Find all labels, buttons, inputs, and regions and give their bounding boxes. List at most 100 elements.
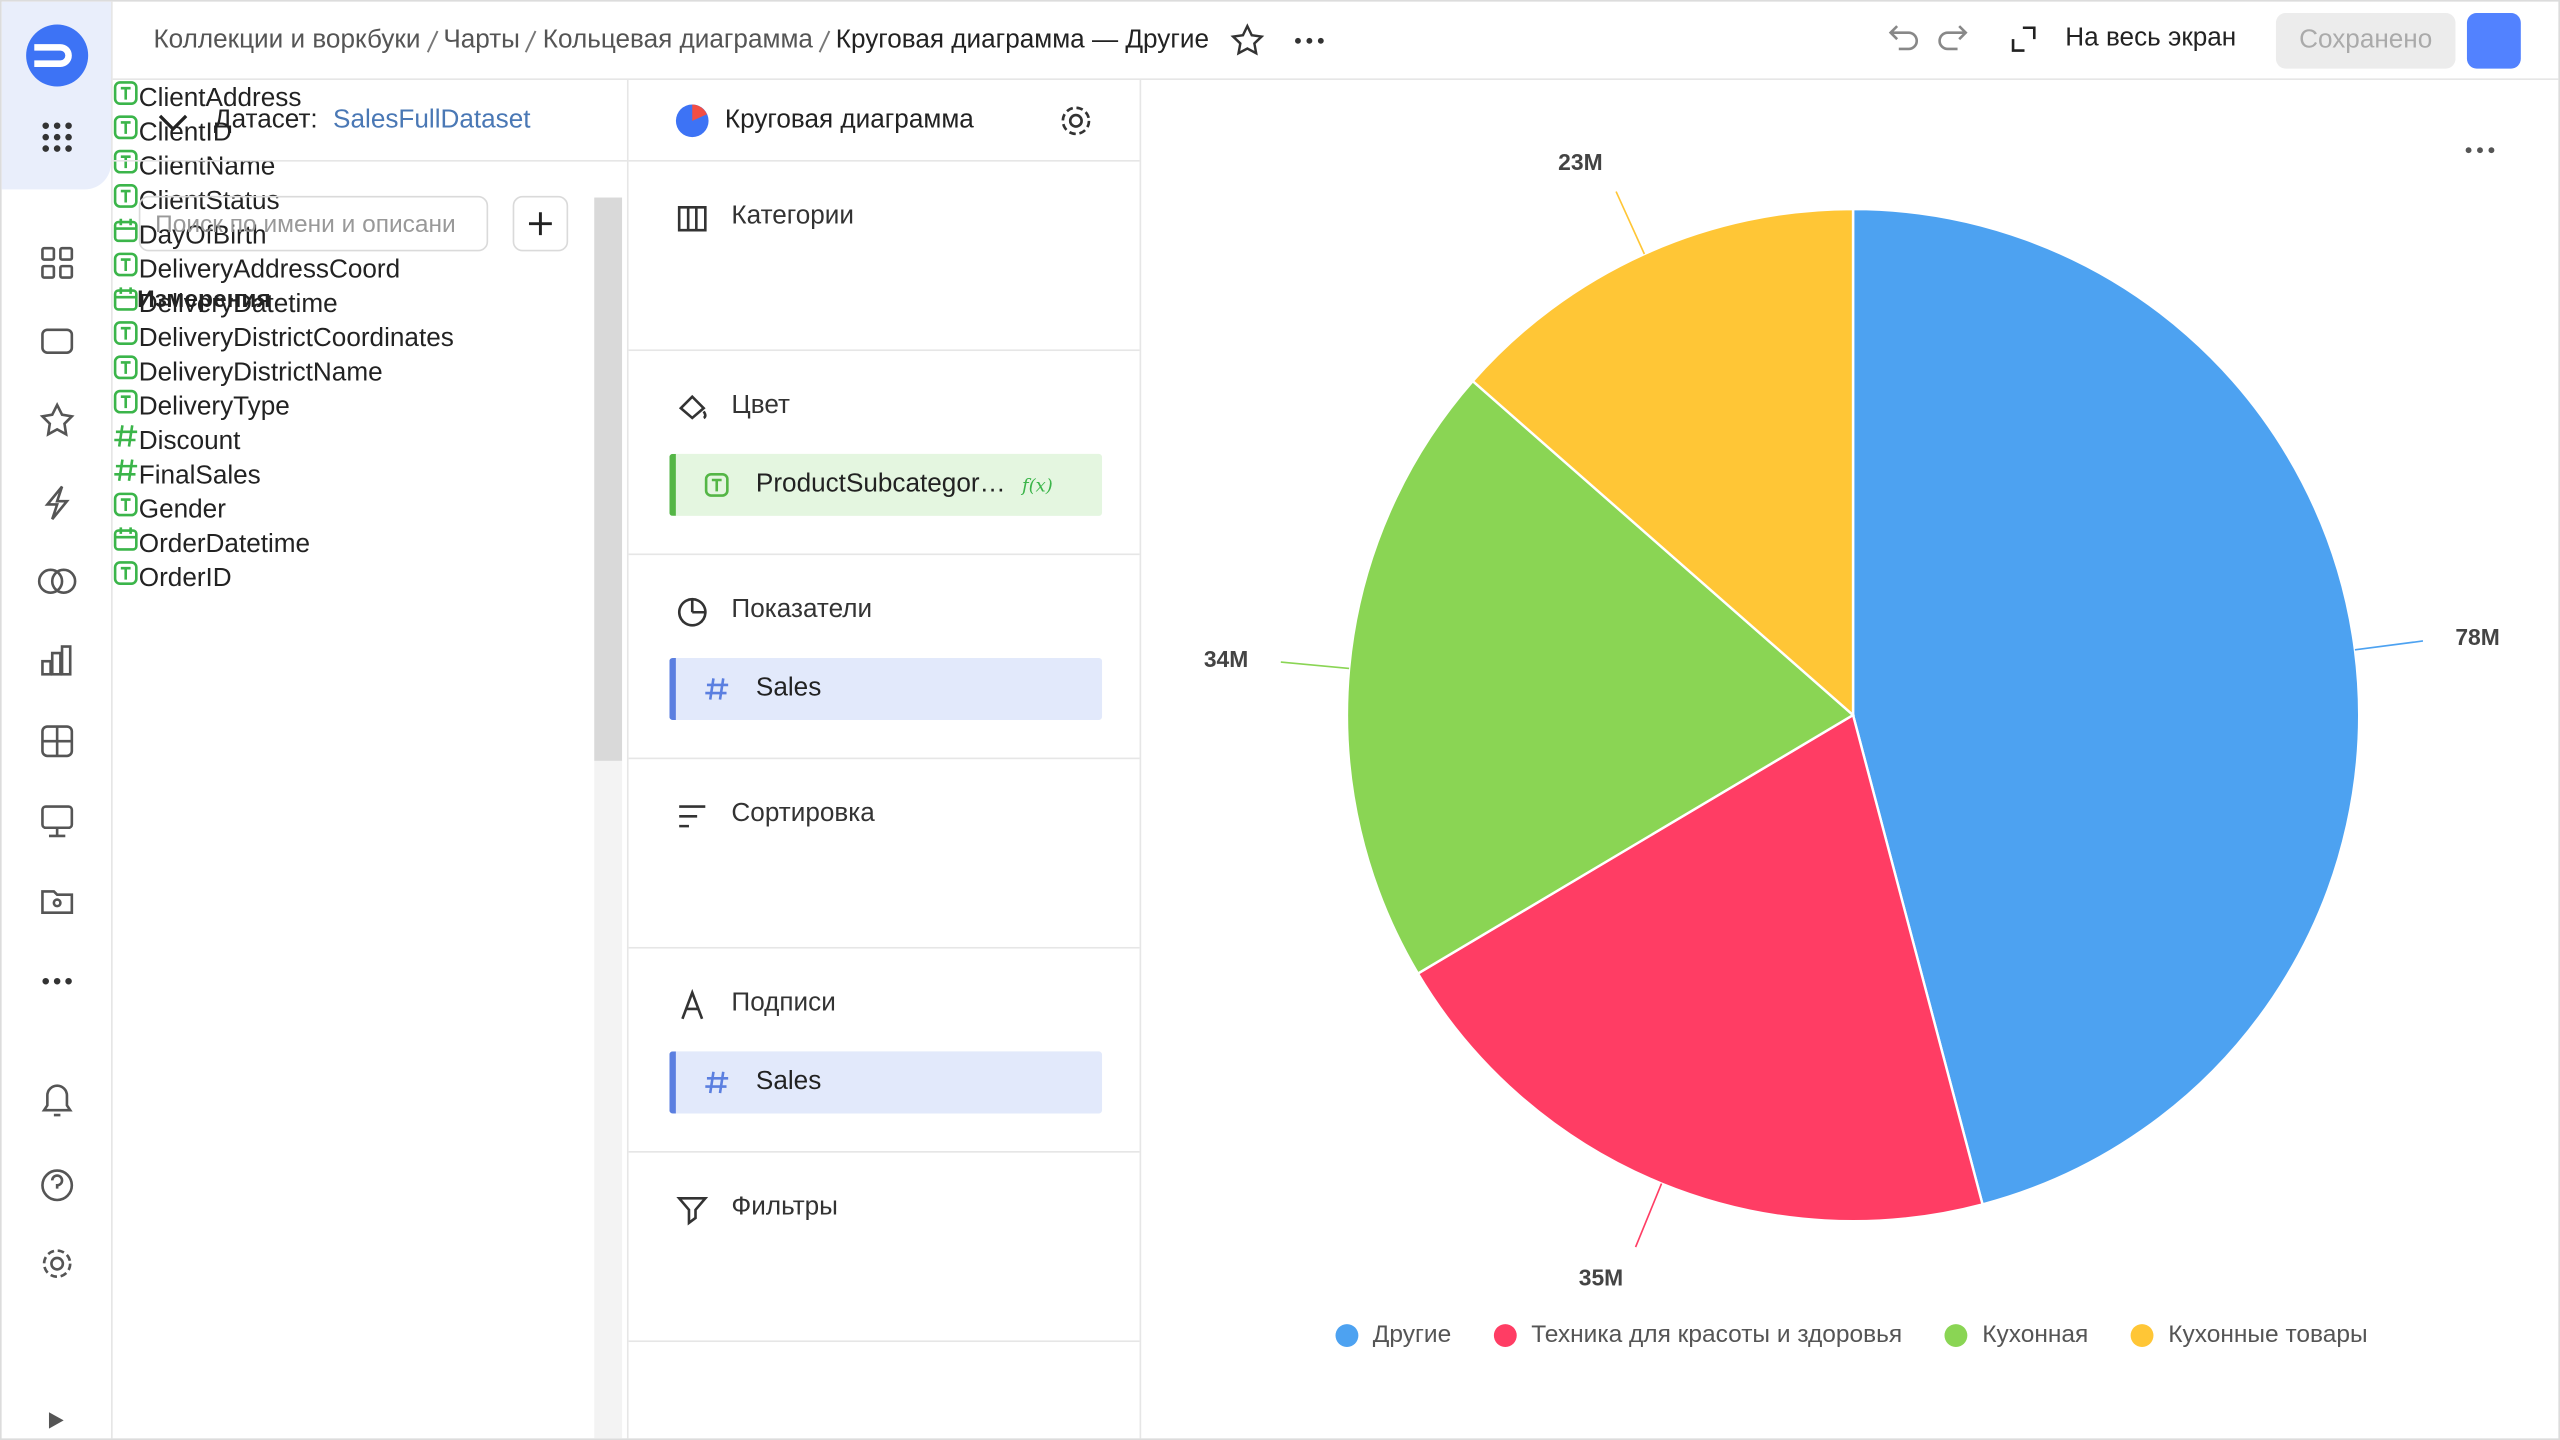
nav-connections[interactable]	[44, 485, 70, 521]
label-connector	[1280, 661, 1350, 670]
legend-item[interactable]: Другие	[1335, 1321, 1451, 1349]
field[interactable]: DeliveryDistrictCoordinates	[113, 320, 627, 354]
icon-t	[120, 86, 131, 100]
field[interactable]: ClientName	[113, 149, 627, 183]
scrollbar[interactable]	[594, 197, 623, 1439]
field[interactable]: Discount	[113, 423, 627, 457]
breadcrumb[interactable]: Чарты	[443, 26, 520, 54]
add-field-button[interactable]	[512, 195, 569, 252]
field[interactable]: DayOfBirth	[113, 217, 627, 251]
section-item[interactable]: Sales	[669, 657, 1103, 720]
icon-box	[113, 321, 138, 345]
nav-datasets[interactable]	[37, 568, 77, 594]
icon-path	[676, 1197, 709, 1226]
nav-help[interactable]	[41, 1169, 74, 1202]
field[interactable]: DeliveryDatetime	[113, 286, 627, 320]
field-name: ClientName	[138, 153, 276, 182]
breadcrumb-separator	[818, 30, 831, 53]
nav-notifications[interactable]	[41, 1084, 73, 1117]
type-icon	[113, 115, 138, 140]
type-icon	[113, 183, 138, 208]
field[interactable]: ClientStatus	[113, 183, 627, 217]
section-item[interactable]: ProductSubcategor… f(x)	[669, 453, 1103, 516]
field[interactable]: FinalSales	[113, 457, 627, 491]
label-connector	[1634, 1183, 1663, 1248]
breadcrumb[interactable]: Круговая диаграмма — Другие	[835, 26, 1209, 54]
type-icon	[114, 459, 138, 482]
legend-label: Другие	[1372, 1320, 1452, 1349]
section-item[interactable]: Sales	[669, 1051, 1103, 1114]
nav-more[interactable]	[42, 977, 72, 985]
icon-hash	[705, 678, 729, 700]
icon-shape	[114, 425, 138, 447]
icon-shape	[114, 459, 138, 482]
dataset-name[interactable]: SalesFullDataset	[333, 106, 531, 134]
icon-box	[704, 472, 729, 497]
nav-favorites[interactable]	[39, 401, 75, 437]
legend-item[interactable]: Техника для красоты и здоровья	[1493, 1320, 1903, 1349]
nav-folders[interactable]	[41, 328, 74, 354]
pie-icon[interactable]	[673, 101, 712, 140]
icon-box	[113, 252, 138, 277]
legend-label: Техника для красоты и здоровья	[1531, 1320, 1903, 1349]
breadcrumb[interactable]: Коллекции и воркбуки	[153, 26, 421, 54]
breadcrumb[interactable]: Кольцевая диаграмма	[542, 26, 813, 54]
save-menu-button[interactable]	[2466, 13, 2521, 69]
collapse-icon[interactable]	[157, 111, 190, 134]
breadcrumbs: Коллекции и воркбуки Чарты Кольцевая диагр…	[153, 23, 1329, 59]
fullscreen-label[interactable]: На весь экран	[2065, 24, 2237, 53]
field[interactable]: OrderDatetime	[113, 526, 627, 560]
field-name: Gender	[138, 496, 226, 525]
icon-hash	[114, 425, 138, 447]
dot	[1305, 37, 1312, 44]
data-label: 34M	[1204, 646, 1248, 672]
field[interactable]: Gender	[113, 491, 627, 525]
nav-dashboards[interactable]	[41, 725, 74, 758]
icon-shape	[677, 597, 707, 627]
top-bar	[112, 2, 2559, 81]
save-button[interactable]: Сохранено	[2275, 13, 2456, 69]
legend-item[interactable]: Кухонные товары	[2130, 1321, 2368, 1349]
field[interactable]: DeliveryType	[113, 389, 627, 423]
type-icon	[705, 1071, 729, 1094]
field[interactable]: OrderID	[113, 560, 627, 594]
icon-cal	[115, 218, 137, 230]
field[interactable]: ClientID	[113, 114, 627, 148]
breadcrumb-separator	[426, 30, 438, 53]
icon-shape	[679, 805, 706, 828]
scroll-thumb[interactable]	[594, 197, 623, 761]
nav-charts[interactable]	[41, 645, 72, 676]
field[interactable]: ClientAddress	[113, 80, 627, 114]
field[interactable]: DeliveryDistrictName	[113, 354, 627, 388]
search-input[interactable]: Поиск по имени и описани	[138, 195, 489, 252]
chart-menu[interactable]	[2465, 147, 2495, 154]
logo[interactable]	[26, 24, 89, 87]
icon-t	[120, 566, 131, 580]
icon-shape	[677, 206, 707, 232]
legend-label: Кухонная	[1982, 1320, 2089, 1349]
icon-box	[113, 389, 138, 414]
plus-icon	[528, 212, 552, 236]
field-name: DayOfBirth	[138, 222, 267, 250]
breadcrumb-separator	[525, 30, 538, 53]
icon-shape	[113, 355, 138, 380]
label-connector	[2354, 640, 2424, 651]
dot	[1294, 37, 1301, 44]
nav-collections[interactable]	[41, 246, 74, 279]
item-name: Sales	[755, 1067, 822, 1096]
field[interactable]: DeliveryAddressCoord	[113, 251, 627, 285]
label-connector	[1615, 191, 1646, 255]
type-icon	[113, 527, 138, 551]
nav-expand[interactable]	[48, 1412, 64, 1429]
nav-storage[interactable]	[41, 890, 74, 914]
nav-settings[interactable]	[42, 1249, 72, 1279]
legend-item[interactable]: Кухонная	[1944, 1320, 2089, 1349]
vis-settings-icon[interactable]	[1058, 103, 1094, 139]
type-icon	[113, 321, 138, 345]
pie-slice	[1471, 207, 1855, 718]
apps-icon[interactable]	[42, 122, 72, 152]
nav-reports[interactable]	[41, 805, 74, 838]
section-icon	[677, 597, 707, 627]
vis-name[interactable]: Круговая диаграмма	[724, 106, 974, 134]
type-icon	[113, 218, 138, 243]
